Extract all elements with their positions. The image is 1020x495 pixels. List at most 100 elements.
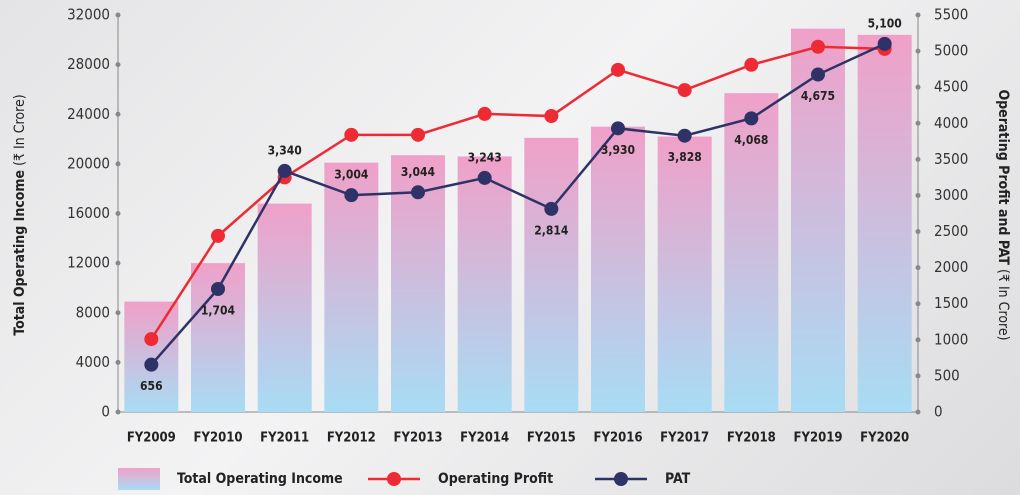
data-label: 3,004 — [334, 168, 369, 182]
y-tick-label: 32000 — [67, 6, 110, 24]
y2-tick-label: 3000 — [934, 186, 968, 204]
data-label: 3,243 — [468, 150, 502, 164]
y2-tick — [915, 229, 921, 235]
y-tick — [115, 310, 121, 316]
y-tick — [115, 211, 121, 216]
bar — [857, 34, 912, 412]
point — [344, 127, 359, 142]
y2-tick — [915, 192, 921, 198]
y2-tick-label: 1500 — [934, 294, 968, 312]
y2-axis-title: Operating Profit and PAT (₹ In Crore) — [995, 89, 1011, 340]
bar — [524, 137, 579, 412]
y-tick-label: 16000 — [67, 204, 110, 222]
y-tick — [115, 409, 121, 415]
x-tick-label: FY2019 — [793, 431, 842, 446]
point — [744, 57, 759, 72]
y2-tick-label: 2000 — [934, 258, 968, 276]
x-tick-label: FY2015 — [527, 431, 576, 446]
data-label: 656 — [140, 379, 163, 393]
data-label: 5,100 — [868, 16, 902, 30]
data-label: 1,704 — [201, 304, 236, 318]
point — [677, 128, 692, 143]
line — [150, 42, 886, 366]
x-tick-label: FY2017 — [660, 431, 709, 446]
point — [811, 39, 825, 54]
data-label: 2,814 — [534, 223, 569, 237]
data-label: 3,340 — [268, 143, 302, 157]
y2-tick-label: 4500 — [934, 78, 968, 96]
y-tick — [115, 260, 121, 266]
point — [877, 36, 892, 51]
data-label: 3,930 — [601, 143, 635, 157]
y2-tick — [915, 120, 921, 126]
x-tick-label: FY2010 — [193, 431, 242, 446]
y2-tick — [915, 301, 921, 307]
point — [211, 282, 225, 297]
point — [144, 357, 159, 372]
y-tick-label: 20000 — [67, 154, 110, 172]
legend-label: Total Operating Income — [177, 471, 343, 487]
y2-tick — [915, 373, 921, 379]
y2-tick — [915, 409, 921, 415]
point — [611, 62, 625, 77]
x-tick-label: FY2014 — [460, 431, 509, 446]
y2-tick-label: 4000 — [934, 114, 968, 132]
legend-label: Operating Profit — [438, 471, 553, 487]
point — [811, 67, 825, 82]
legend-swatch — [118, 468, 160, 490]
x-tick-label: FY2009 — [127, 431, 176, 446]
y2-tick-label: 5500 — [934, 6, 968, 24]
y-tick-label: 0 — [101, 403, 110, 421]
bar — [457, 156, 512, 412]
line — [150, 45, 885, 340]
y-title-unit: (₹ In Crore) — [12, 94, 28, 166]
y-tick-label: 8000 — [76, 303, 110, 321]
y-axis-title: Total Operating Income (₹ In Crore) — [12, 94, 28, 335]
y-tick — [115, 161, 121, 167]
y2-tick-label: 0 — [934, 403, 943, 421]
y2-tick — [915, 156, 921, 162]
x-tick-label: FY2013 — [393, 431, 442, 446]
y2-tick-label: 500 — [934, 366, 960, 384]
y-tick — [115, 111, 121, 117]
point — [411, 127, 425, 142]
y-tick-label: 12000 — [67, 254, 110, 272]
y2-title-main: Operating Profit and PAT — [995, 89, 1011, 265]
data-label: 3,044 — [401, 165, 436, 179]
bar — [324, 162, 379, 412]
y2-tick — [915, 12, 921, 18]
y-tick-label: 28000 — [67, 55, 110, 73]
x-tick-label: FY2018 — [727, 431, 776, 446]
x-tick-label: FY2011 — [260, 431, 309, 446]
y2-title-unit: (₹ In Crore) — [995, 269, 1011, 341]
legend-marker — [614, 472, 628, 486]
point — [611, 121, 625, 136]
y2-tick — [915, 265, 921, 271]
point — [477, 170, 492, 185]
bar — [591, 126, 645, 412]
y2-tick — [915, 48, 921, 54]
bar — [257, 203, 312, 412]
data-label: 3,828 — [668, 150, 702, 164]
point — [411, 185, 425, 200]
bar — [724, 93, 779, 413]
y2-tick — [915, 84, 921, 90]
x-tick-label: FY2020 — [860, 431, 909, 446]
data-label: 4,068 — [734, 133, 768, 147]
x-tick-label: FY2012 — [327, 431, 376, 446]
point — [477, 106, 492, 121]
y2-tick-label: 1000 — [934, 330, 968, 348]
bar — [124, 301, 179, 412]
point — [744, 111, 759, 126]
y-title-main: Total Operating Income — [12, 170, 28, 336]
legend-marker — [387, 472, 401, 486]
point — [544, 201, 559, 216]
bar — [791, 28, 845, 412]
legend-label: PAT — [665, 471, 691, 487]
point — [344, 188, 359, 203]
y-tick — [115, 359, 121, 365]
y-tick-label: 24000 — [67, 105, 110, 123]
data-label: 4,675 — [801, 89, 835, 103]
point — [211, 228, 225, 243]
